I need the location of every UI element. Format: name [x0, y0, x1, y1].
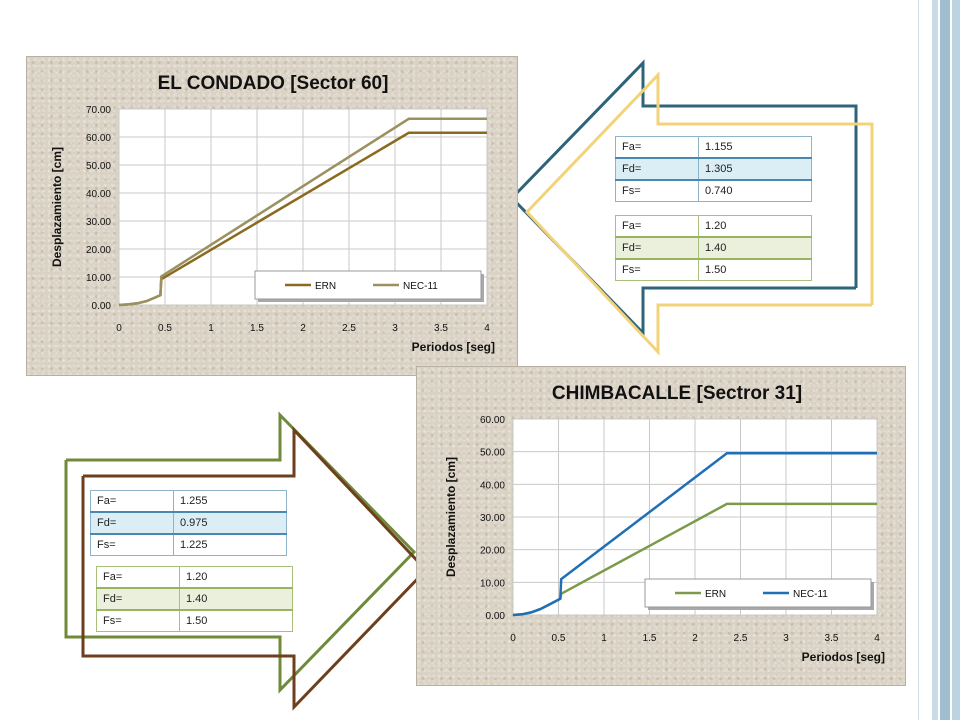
y-tick-label: 20.00 [86, 245, 111, 256]
factor-value: 1.305 [698, 157, 812, 181]
factor-label: Fd= [615, 157, 699, 181]
sidebar-band-edge [952, 0, 960, 720]
x-tick-label: 1 [601, 633, 607, 644]
y-tick-label: 0.00 [486, 611, 506, 622]
x-tick-label: 1.5 [250, 323, 264, 334]
arrow-top-inner [524, 71, 874, 356]
factor-value: 1.155 [698, 136, 812, 159]
table-row: Fs= 1.50 [615, 258, 812, 281]
factor-table-top-site: Fa= 1.155 Fd= 1.305 Fs= 0.740 [615, 136, 812, 202]
factor-value: 1.20 [698, 215, 812, 238]
x-tick-label: 4 [874, 633, 880, 644]
y-tick-label: 30.00 [480, 513, 505, 524]
y-tick-label: 10.00 [480, 578, 505, 589]
factor-label: Fd= [96, 587, 180, 611]
table-row: Fd= 0.975 [90, 511, 287, 535]
sidebar-band-light [932, 0, 938, 720]
factor-table-bottom-site: Fa= 1.255 Fd= 0.975 Fs= 1.225 [90, 490, 287, 556]
x-tick-label: 0 [116, 323, 122, 334]
factor-value: 0.975 [173, 511, 287, 535]
x-tick-label: 2.5 [734, 633, 748, 644]
x-axis-label: Periodos [seg] [412, 340, 495, 354]
x-tick-label: 2 [300, 323, 306, 334]
chart-chimbacalle: CHIMBACALLE [Sectror 31]0.0010.0020.0030… [444, 383, 885, 664]
chart-el-condado: EL CONDADO [Sector 60] 0.00 10.00 20.00 30.0… [50, 73, 495, 354]
y-tick-label: 0.00 [92, 301, 112, 312]
factor-label: Fa= [615, 215, 699, 238]
y-tick-label: 10.00 [86, 273, 111, 284]
x-tick-label: 3.5 [434, 323, 448, 334]
factor-table-bottom-code: Fa= 1.20 Fd= 1.40 Fs= 1.50 [96, 566, 293, 632]
y-tick-label: 20.00 [480, 546, 505, 557]
series-line-nec-11 [512, 452, 877, 617]
chart-title: EL CONDADO [Sector 60] [158, 73, 389, 94]
x-tick-label: 1 [208, 323, 214, 334]
factor-label: Fa= [90, 490, 174, 513]
table-row: Fd= 1.40 [96, 587, 293, 611]
table-row: Fa= 1.155 [615, 136, 812, 159]
slide-border-line [918, 0, 919, 720]
factor-value: 1.225 [173, 533, 287, 556]
y-tick-label: 70.00 [86, 105, 111, 116]
factor-label: Fa= [615, 136, 699, 159]
y-tick-label: 50.00 [86, 161, 111, 172]
y-tick-label: 40.00 [86, 189, 111, 200]
x-tick-label: 4 [484, 323, 490, 334]
legend-label: ERN [705, 589, 726, 600]
x-tick-label: 2.5 [342, 323, 356, 334]
table-row: Fa= 1.255 [90, 490, 287, 513]
factor-value: 1.40 [698, 236, 812, 260]
table-row: Fa= 1.20 [96, 566, 293, 589]
table-row: Fd= 1.40 [615, 236, 812, 260]
x-tick-label: 3.5 [825, 633, 839, 644]
y-axis-label: Desplazamiento [cm] [444, 457, 458, 577]
table-row: Fs= 1.50 [96, 609, 293, 632]
factor-value: 0.740 [698, 179, 812, 202]
table-row: Fd= 1.305 [615, 157, 812, 181]
y-axis-label: Desplazamiento [cm] [50, 147, 64, 267]
arrow-bottom-inner [81, 426, 429, 711]
x-tick-label: 0.5 [158, 323, 172, 334]
x-tick-label: 3 [392, 323, 398, 334]
chart-panel-chimbacalle: CHIMBACALLE [Sectror 31] 0.00 10.00 20.00 30… [416, 366, 906, 686]
factor-label: Fd= [615, 236, 699, 260]
factor-table-top-code: Fa= 1.20 Fd= 1.40 Fs= 1.50 [615, 215, 812, 281]
table-row: Fs= 0.740 [615, 179, 812, 202]
factor-value: 1.20 [179, 566, 293, 589]
x-tick-label: 0 [510, 633, 516, 644]
x-tick-label: 2 [692, 633, 698, 644]
series-line-nec-11 [118, 117, 487, 307]
arrow-top-outer [509, 59, 858, 337]
chart-title: CHIMBACALLE [Sectror 31] [552, 383, 802, 404]
arrow-bottom-outer [64, 411, 417, 694]
sidebar-band-dark [940, 0, 950, 720]
factor-value: 1.50 [698, 258, 812, 281]
y-tick-label: 50.00 [480, 448, 505, 459]
factor-value: 1.50 [179, 609, 293, 632]
factor-label: Fs= [615, 258, 699, 281]
x-tick-label: 3 [783, 633, 789, 644]
x-tick-label: 1.5 [643, 633, 657, 644]
legend-label: NEC-11 [403, 281, 438, 292]
y-tick-label: 40.00 [480, 480, 505, 491]
y-tick-label: 60.00 [480, 415, 505, 426]
factor-label: Fd= [90, 511, 174, 535]
table-row: Fa= 1.20 [615, 215, 812, 238]
legend-label: ERN [315, 281, 336, 292]
factor-label: Fs= [96, 609, 180, 632]
x-axis-label: Periodos [seg] [802, 650, 885, 664]
x-tick-label: 0.5 [552, 633, 566, 644]
factor-value: 1.40 [179, 587, 293, 611]
table-row: Fs= 1.225 [90, 533, 287, 556]
factor-label: Fs= [90, 533, 174, 556]
y-tick-label: 60.00 [86, 133, 111, 144]
chart-panel-el-condado: EL CONDADO [Sector 60] 0.00 10.00 20.00 30.0… [26, 56, 518, 376]
y-tick-label: 30.00 [86, 217, 111, 228]
factor-label: Fs= [615, 179, 699, 202]
legend-label: NEC-11 [793, 589, 828, 600]
factor-label: Fa= [96, 566, 180, 589]
factor-value: 1.255 [173, 490, 287, 513]
